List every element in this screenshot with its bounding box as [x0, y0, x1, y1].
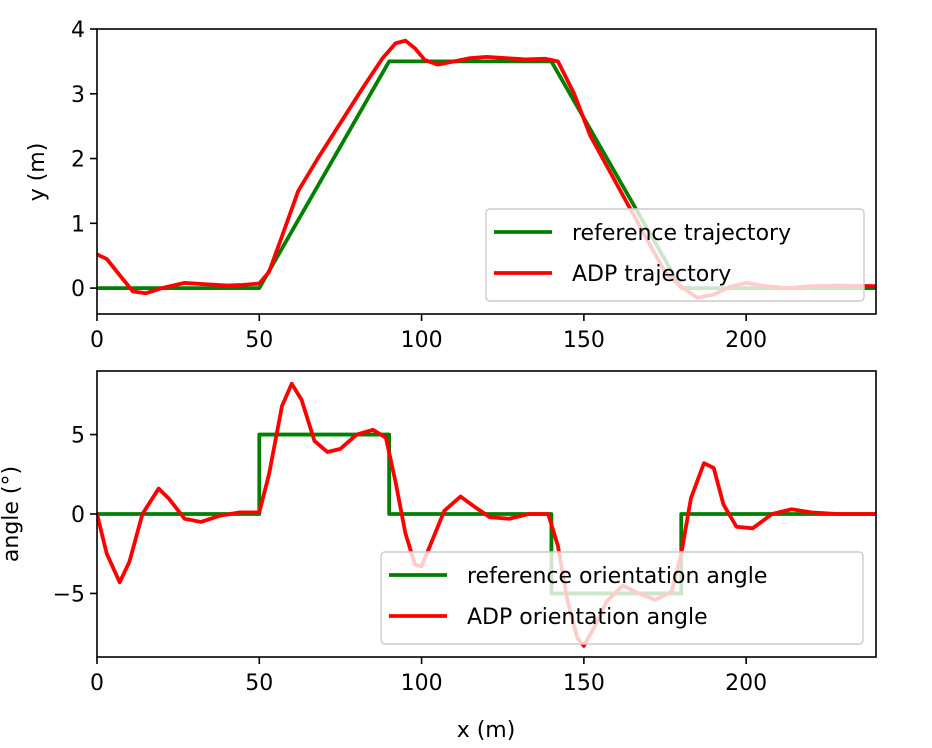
- legend-box: [485, 208, 865, 302]
- x-axis-label: x (m): [457, 718, 516, 743]
- legend-entry-label: reference trajectory: [572, 221, 791, 246]
- y-tick-label: 3: [71, 83, 85, 108]
- x-tick-label: 0: [90, 671, 104, 696]
- x-tick-label: 100: [401, 671, 443, 696]
- y-tick-label: 0: [71, 277, 85, 302]
- x-tick-label: 150: [563, 671, 605, 696]
- x-tick-label: 0: [90, 328, 104, 353]
- axes-frame: [96, 28, 877, 315]
- x-tick-label: 50: [245, 328, 273, 353]
- legend: reference orientation angle ADP orientati…: [380, 551, 864, 645]
- x-tick-label: 150: [563, 328, 605, 353]
- subplot-trajectory: 0 50 100 150 200 0 1 2 3 4 y (m) reference trajec…: [25, 18, 877, 353]
- legend-entry-label: ADP orientation angle: [467, 605, 708, 630]
- y-axis-label: y (m): [25, 143, 50, 202]
- y-tick-label: 5: [71, 424, 85, 449]
- legend: reference trajectory ADP trajectory: [485, 208, 865, 302]
- y-axis-label: angle (°): [0, 466, 24, 562]
- legend-box: [380, 551, 864, 645]
- legend-entry-label: reference orientation angle: [467, 564, 767, 589]
- subplot-orientation: 0 50 100 150 200 −5 0 5 angle (°) x (m) referen…: [0, 370, 877, 743]
- x-tick-label: 50: [245, 671, 273, 696]
- x-tick-label: 200: [725, 671, 767, 696]
- y-tick-label: 0: [71, 503, 85, 528]
- legend-entry-label: ADP trajectory: [572, 262, 731, 287]
- y-tick-label: 4: [71, 18, 85, 43]
- y-tick-label: −5: [53, 582, 85, 607]
- x-tick-label: 100: [401, 328, 443, 353]
- y-tick-label: 1: [71, 212, 85, 237]
- series-line-adp: [97, 381, 876, 648]
- x-tick-label: 200: [725, 328, 767, 353]
- y-tick-label: 2: [71, 148, 85, 173]
